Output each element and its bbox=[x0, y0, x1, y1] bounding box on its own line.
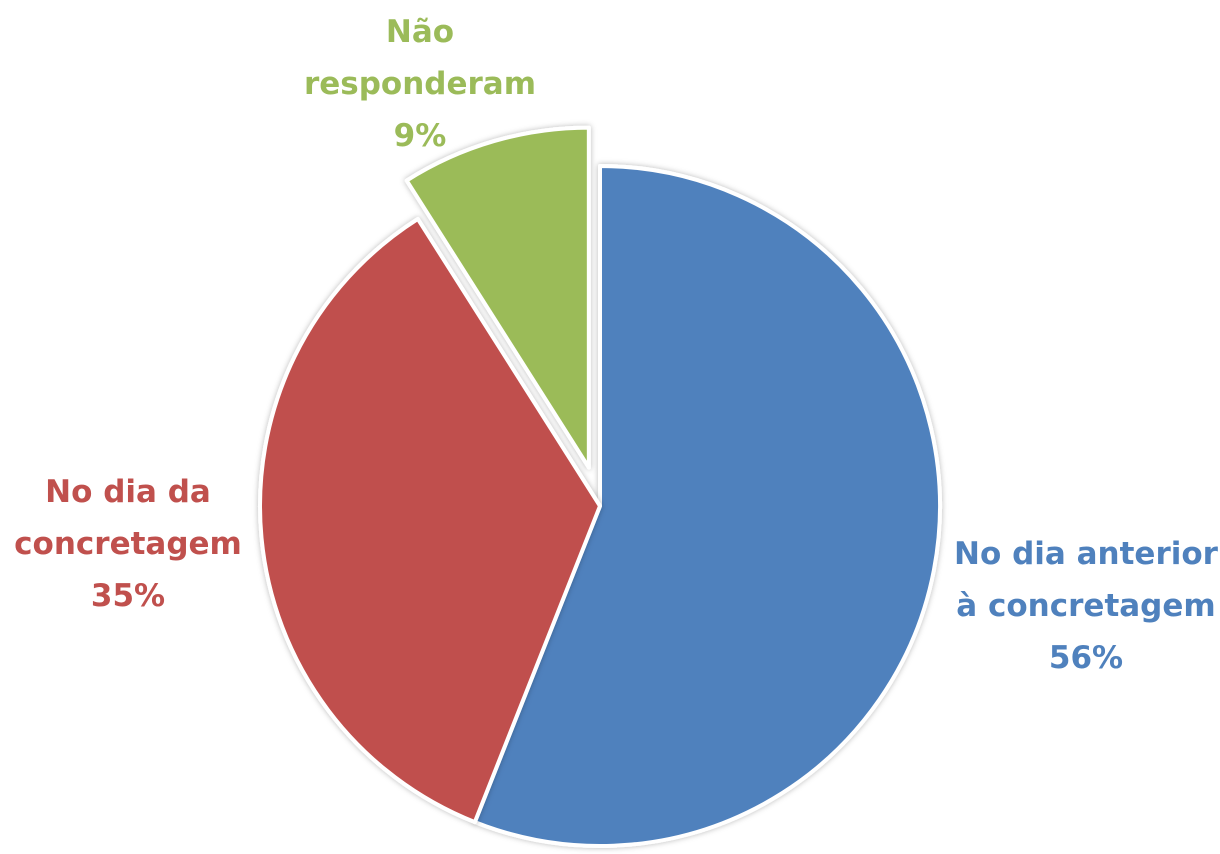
slice-category-label: Não bbox=[386, 14, 454, 50]
slice-data-label: Não responderam 9% bbox=[304, 14, 536, 154]
slice-category-label: No dia anterior bbox=[954, 536, 1219, 572]
slice-category-label: responderam bbox=[304, 66, 536, 102]
slice-percent-label: 35% bbox=[91, 578, 165, 614]
pie-slices bbox=[258, 125, 942, 848]
slice-data-label: No dia anterior à concretagem 56% bbox=[954, 536, 1219, 676]
slice-data-label: No dia da concretagem 35% bbox=[14, 474, 242, 614]
slice-category-label: concretagem bbox=[14, 526, 242, 562]
slice-category-label: No dia da bbox=[45, 474, 211, 510]
pie-labels: No dia anterior à concretagem 56% No dia da… bbox=[14, 14, 1218, 676]
slice-percent-label: 56% bbox=[1049, 640, 1123, 676]
pie-slice bbox=[404, 125, 591, 470]
pie-slice bbox=[258, 216, 602, 825]
pie-slice bbox=[472, 164, 942, 848]
slice-percent-label: 9% bbox=[394, 118, 447, 154]
slice-category-label: à concretagem bbox=[956, 588, 1215, 624]
